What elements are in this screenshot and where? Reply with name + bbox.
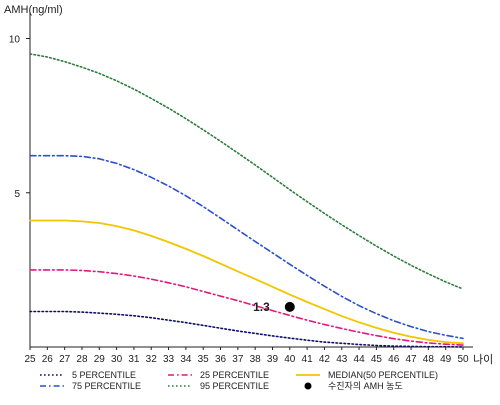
x-tick-label: 32 (146, 354, 158, 365)
patient-amh-value-label: 1.3 (253, 300, 270, 314)
axes-layer: AMH(ng/ml) 5 10 25 26 27 28 29 30 31 32 33 34 35 36 37 3… (4, 4, 493, 366)
legend-marker-swatch (304, 382, 312, 390)
legend-label: 95 PERCENTILE (200, 381, 269, 391)
patient-amh-marker (284, 301, 295, 312)
x-tick-label: 45 (371, 354, 383, 365)
x-tick-label: 47 (405, 354, 417, 365)
x-tick-label: 36 (215, 354, 227, 365)
x-tick-label: 42 (319, 354, 331, 365)
series-line (29, 53, 464, 290)
series-layer (29, 53, 464, 348)
y-axis-label: AMH(ng/ml) (4, 4, 63, 16)
y-tick-label: 5 (14, 189, 20, 200)
x-tick-label: 50 (457, 354, 469, 365)
x-tick-label: 29 (94, 354, 106, 365)
x-tick-label: 30 (111, 354, 123, 365)
x-tick-label: 34 (180, 354, 192, 365)
x-tick-label: 44 (354, 354, 366, 365)
x-tick-label: 40 (284, 354, 296, 365)
x-axis-label: 나이 (473, 353, 493, 366)
series-line (29, 219, 464, 345)
legend-layer: 5 PERCENTILE 25 PERCENTILE MEDIAN(50 PERCE… (40, 370, 438, 391)
x-tick-label: 33 (163, 354, 175, 365)
marker-layer: 1.3 (253, 300, 295, 314)
series-line (29, 269, 464, 346)
x-tick-label: 37 (232, 354, 244, 365)
series-line (29, 310, 464, 348)
x-tick-label: 26 (42, 354, 54, 365)
x-tick-label: 38 (250, 354, 262, 365)
x-tick-label: 46 (388, 354, 400, 365)
x-tick-label: 31 (128, 354, 140, 365)
legend-label: MEDIAN(50 PERCENTILE) (328, 370, 438, 380)
x-tick-label: 39 (267, 354, 279, 365)
legend-label: 5 PERCENTILE (72, 370, 136, 380)
x-tick-label: 49 (440, 354, 452, 365)
x-tick-label: 27 (59, 354, 71, 365)
legend-label: 75 PERCENTILE (72, 381, 141, 391)
x-tick-label: 35 (198, 354, 210, 365)
legend-label: 수진자의 AMH 농도 (328, 381, 403, 391)
x-tick-label: 48 (423, 354, 435, 365)
series-line (29, 154, 464, 340)
x-tick-label: 25 (24, 354, 36, 365)
x-tick-label: 41 (302, 354, 314, 365)
x-tick-label: 43 (336, 354, 348, 365)
legend-label: 25 PERCENTILE (200, 370, 269, 380)
y-tick-label: 10 (9, 35, 21, 46)
x-tick-label: 28 (76, 354, 88, 365)
